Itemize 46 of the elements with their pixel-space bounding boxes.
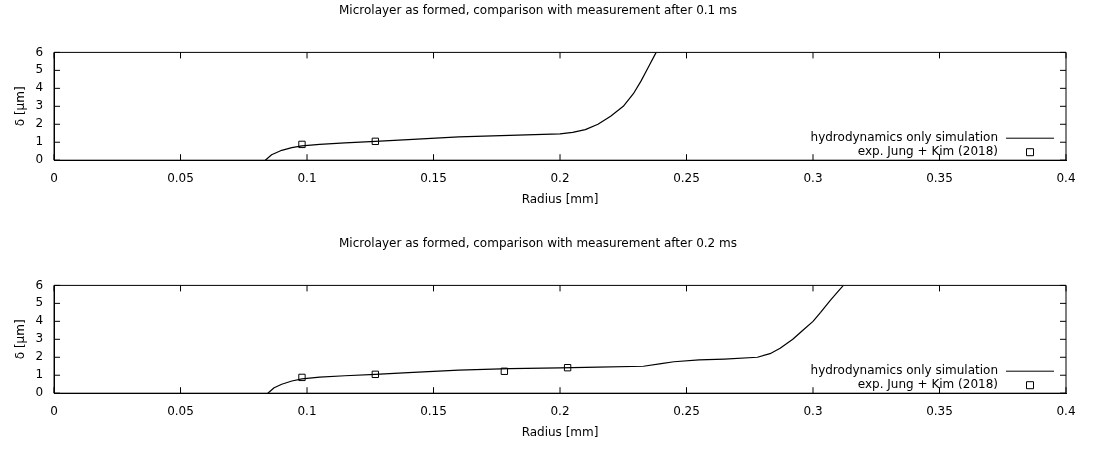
y-tick-label: 0 <box>35 385 44 400</box>
y-tick-label: 4 <box>35 313 44 328</box>
y-axis-title: δ [µm] <box>13 319 28 360</box>
x-tick-label: 0.15 <box>420 170 447 185</box>
legend-label: hydrodynamics only simulation <box>810 130 998 145</box>
x-tick-label: 0.15 <box>420 403 447 418</box>
x-tick-label: 0.35 <box>926 170 953 185</box>
y-tick-label: 4 <box>35 80 44 95</box>
point <box>298 373 306 382</box>
x-tick-label: 0.05 <box>167 403 194 418</box>
x-tick-label: 0.2 <box>550 170 570 185</box>
legend-label: hydrodynamics only simulation <box>810 363 998 378</box>
x-tick-label: 0.1 <box>297 170 317 185</box>
y-tick-label: 6 <box>35 44 44 59</box>
x-tick-label: 0.2 <box>550 403 570 418</box>
legend-label: exp. Jung + Kim (2018) <box>857 144 998 159</box>
point <box>500 367 509 375</box>
x-tick-label: 0.4 <box>1056 403 1076 418</box>
y-tick-label: 2 <box>35 349 44 364</box>
y-tick-label: 0 <box>35 152 44 167</box>
point <box>371 370 380 379</box>
y-tick-label: 6 <box>35 277 44 292</box>
legend-label: exp. Jung + Kim (2018) <box>857 377 998 392</box>
x-tick-label: 0 <box>50 170 58 185</box>
x-tick-label: 0.3 <box>803 170 823 185</box>
y-tick-label: 2 <box>35 116 44 131</box>
y-tick-label: 5 <box>35 295 44 310</box>
point <box>563 364 572 372</box>
x-tick-label: 0.4 <box>1056 170 1076 185</box>
y-tick-label: 1 <box>35 134 44 149</box>
x-tick-label: 0.1 <box>297 403 317 418</box>
x-tick-label: 0.25 <box>673 170 700 185</box>
y-tick-label: 3 <box>35 331 44 346</box>
chart-title: Microlayer as formed, comparison with measurement after 0.2 ms <box>339 236 737 251</box>
y-tick-label: 5 <box>35 62 44 77</box>
x-tick-label: 0.25 <box>673 403 700 418</box>
x-tick-label: 0.05 <box>167 170 194 185</box>
x-axis-title: Radius [mm] <box>521 424 599 439</box>
chart-title: Microlayer as formed, comparison with measurement after 0.1 ms <box>339 3 737 18</box>
x-tick-label: 0.3 <box>803 403 823 418</box>
x-tick-label: 0.35 <box>926 403 953 418</box>
x-axis-title: Radius [mm] <box>521 191 599 206</box>
y-tick-label: 3 <box>35 98 44 113</box>
y-tick-label: 1 <box>35 367 44 382</box>
y-axis-title: δ [µm] <box>13 86 28 127</box>
x-tick-label: 0 <box>50 403 58 418</box>
